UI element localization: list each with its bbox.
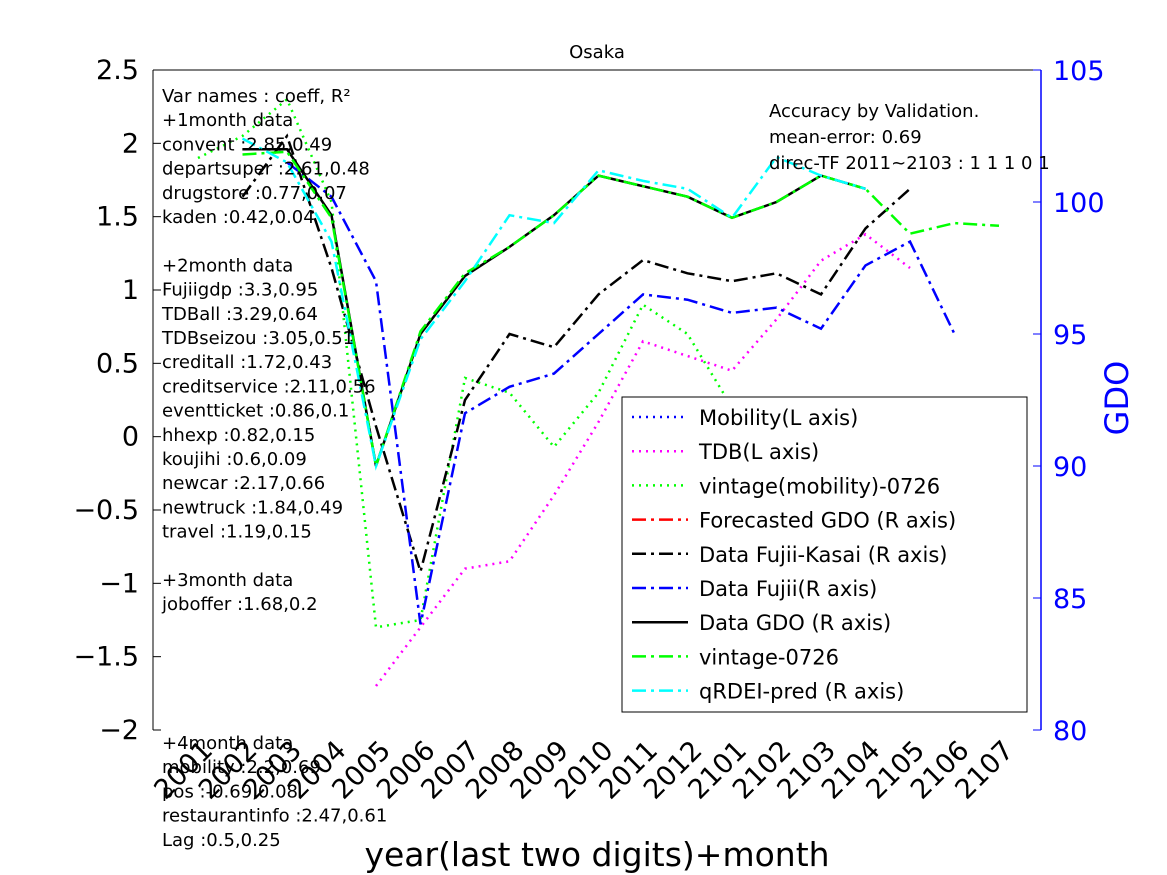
left-annotation-line: Lag :0.5,0.25 [162,830,281,851]
legend-label: Forecasted GDO (R axis) [699,509,956,533]
left-annotation-line: drugstore :0.77,0.07 [162,183,347,204]
right-tick-label: 80 [1053,716,1087,747]
left-annotation-line: +3month data [162,570,293,591]
right-annotation-line: Accuracy by Validation. [769,101,979,122]
right-axis: 105 100 95 90 85 80 [1033,56,1105,747]
left-annotation-line: joboffer :1.68,0.2 [161,594,318,615]
series-line-8 [241,137,866,471]
left-annotation-line: koujihi :0.6,0.09 [162,449,307,470]
right-tick-label: 95 [1053,320,1087,351]
left-annotation-line: +2month data [162,255,293,276]
legend-label: qRDEI-pred (R axis) [699,680,904,704]
legend-label: Data GDO (R axis) [699,611,891,635]
right-annotation-line: direc-TF 2011~2103 : 1 1 1 0 1 [769,153,1050,174]
left-annotation-line: eventticket :0.86,0.1 [162,401,349,422]
right-tick-label: 85 [1053,584,1087,615]
left-axis: 2.5 2 1.5 1 0.5 0 −0.5 −1 −1.5 −2 [73,55,161,746]
series-line-5 [286,161,956,625]
legend-label: vintage(mobility)-0726 [699,474,940,498]
legend-label: TDB(L axis) [698,440,819,464]
left-annotation-line: +1month data [162,110,293,131]
left-tick-label: 2 [122,128,139,159]
left-annotation-line: newcar :2.17,0.66 [162,473,325,494]
left-annotation-line: Var names : coeff, R² [162,86,351,107]
right-axis-label: GDO [1098,361,1136,436]
left-annotation-line: creditall :1.72,0.43 [162,352,332,373]
series-line-4 [241,133,911,577]
right-tick-label: 100 [1053,188,1105,219]
left-annotation-line: pos :-0.69,0.08 [162,781,298,802]
legend-label: vintage-0726 [699,645,839,669]
left-annotation-line: mobility :2.2,0.69 [162,757,321,778]
left-tick-label: 0.5 [96,348,139,379]
left-annotation-line: TDBall :3.29,0.64 [161,304,318,325]
left-annotation-block: Var names : coeff, R² +1month data convent… [161,86,387,851]
left-annotation-line: travel :1.19,0.15 [162,522,312,543]
series-line-1 [375,232,911,687]
legend-label: Data Fujii-Kasai (R axis) [699,543,947,567]
legend-label: Data Fujii(R axis) [699,577,877,601]
legend-box [621,396,1028,713]
left-tick-label: 0 [122,422,139,453]
plot-frame [152,69,1042,730]
x-axis-label: year(last two digits)+month [364,835,829,874]
left-tick-label: −2 [99,715,139,746]
left-tick-label: −1.5 [73,642,139,673]
left-annotation-line: creditservice :2.11,0.56 [162,376,376,397]
left-tick-label: 1.5 [96,202,139,233]
left-tick-label: 2.5 [96,55,139,86]
left-annotation-line: restaurantinfo :2.47,0.61 [162,806,387,827]
left-annotation-line: TDBseizou :3.05,0.51 [161,328,354,349]
left-annotation-line: +4month data [162,733,293,754]
right-tick-label: 105 [1053,56,1105,87]
chart-title: Osaka [569,42,625,63]
left-annotation-line: kaden :0.42,0.04 [162,207,315,228]
left-tick-label: −0.5 [73,495,139,526]
left-tick-label: −1 [99,568,139,599]
left-annotation-line: Fujiigdp :3.3,0.95 [162,280,318,301]
series-layer [197,97,1000,687]
series-line-2 [197,97,734,629]
left-annotation-line: departsuper :2.61,0.48 [162,159,370,180]
x-axis: 2001200220032004200520062007200820092010… [148,735,1020,806]
right-annotation-block: Accuracy by Validation. mean-error: 0.69 d… [769,101,1050,174]
right-tick-label: 90 [1053,452,1087,483]
right-annotation-line: mean-error: 0.69 [769,127,922,148]
legend-label: Mobility(L axis) [699,406,858,430]
legend: Mobility(L axis) TDB(L axis) vintage(mobil… [621,396,1028,713]
left-annotation-line: hhexp :0.82,0.15 [162,425,315,446]
left-annotation-line: convent :2.85,0.49 [162,134,332,155]
left-annotation-line: newtruck :1.84,0.49 [162,497,343,518]
left-tick-label: 1 [122,275,139,306]
